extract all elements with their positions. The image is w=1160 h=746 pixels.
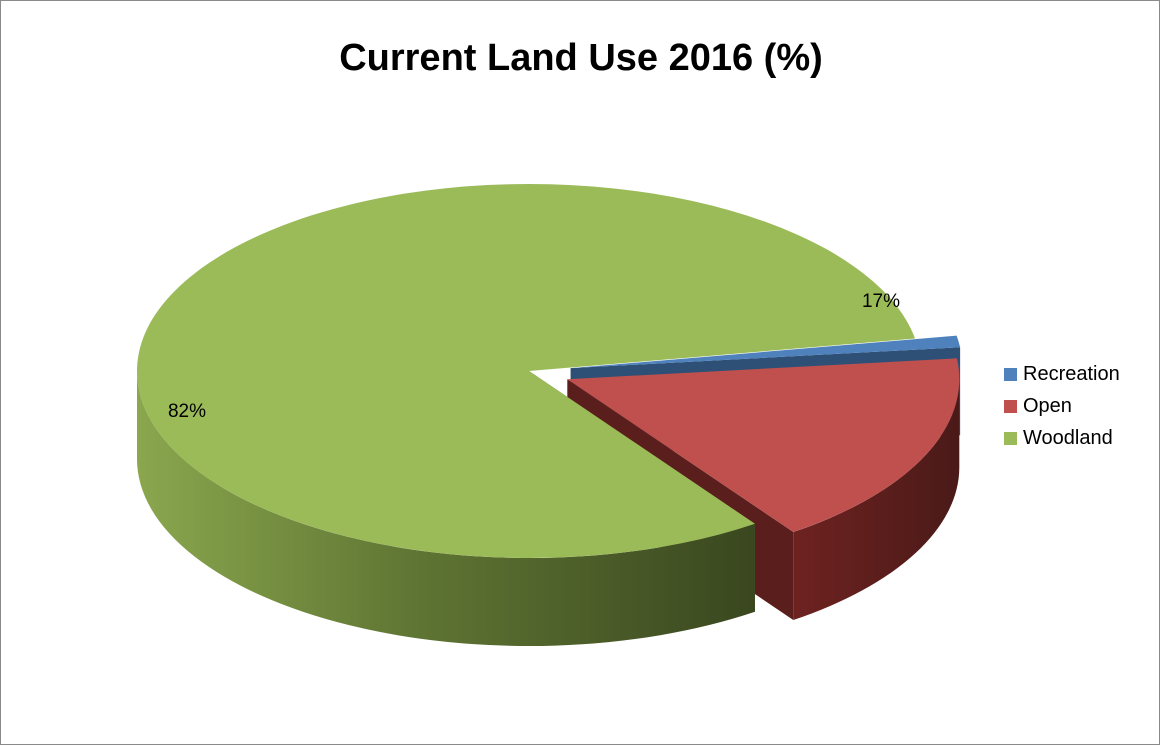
data-label-open: 17% — [862, 291, 900, 312]
pie-slice-open — [567, 358, 960, 533]
legend-label-open: Open — [1023, 394, 1072, 417]
pie-slice-woodland — [136, 184, 916, 559]
pie-slice-side-woodland — [137, 371, 755, 647]
legend-item-recreation: Recreation — [1004, 358, 1120, 390]
legend-label-recreation: Recreation — [1023, 362, 1120, 385]
data-label-woodland: 82% — [168, 401, 206, 422]
legend-swatch-recreation — [1004, 367, 1017, 381]
legend-item-open: Open — [1004, 390, 1120, 422]
pie-slice-side-open — [793, 379, 960, 621]
legend-swatch-woodland — [1004, 431, 1017, 445]
pie-slice-recreation — [570, 335, 961, 369]
legend-item-woodland: Woodland — [1004, 422, 1120, 454]
chart-title: Current Land Use 2016 (%) — [339, 37, 823, 79]
legend: Recreation Open Woodland — [1004, 358, 1120, 454]
legend-swatch-open — [1004, 399, 1017, 413]
legend-label-woodland: Woodland — [1023, 426, 1113, 449]
